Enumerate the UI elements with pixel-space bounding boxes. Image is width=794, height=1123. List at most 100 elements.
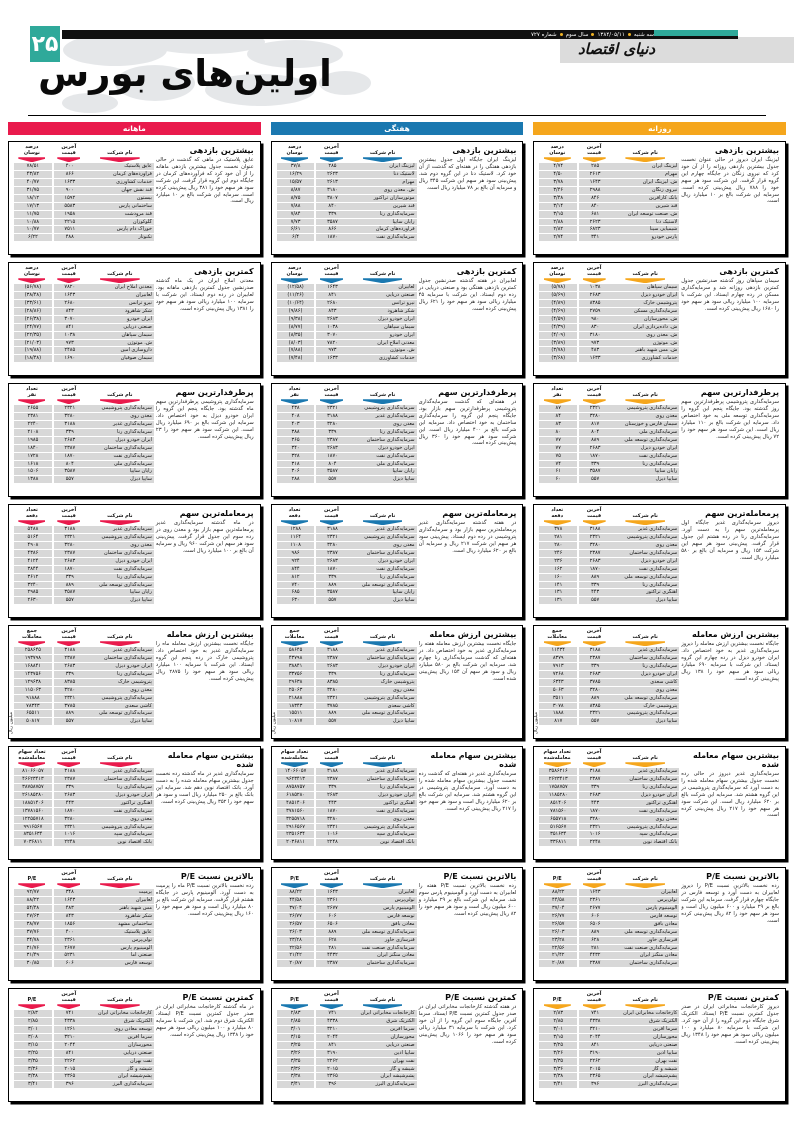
price-cell: ۳۲۸۰ — [51, 815, 86, 824]
company-name-cell: عایق پلاستیک — [85, 163, 154, 172]
company-name-cell: سرمایه‌گذاری البرز — [85, 1081, 154, 1090]
section-paragraph: در هفته‌ای که گذشت سرمایه‌گذاری پتروشیمی… — [418, 399, 517, 447]
company-name-cell: معدنی املاح ایران — [85, 284, 154, 293]
value-cell: ۳/۲۵ — [12, 1049, 52, 1058]
price-cell: ۸۴۳ — [51, 307, 86, 316]
company-name-cell: سایپا دیزل — [348, 718, 417, 727]
table-row: رایان سایپا ۳۵۸۷ ۷/۷۳ — [274, 218, 417, 227]
price-cell: ۸۳۰ — [577, 323, 612, 332]
price-column-header: آخرین قیمت — [52, 870, 86, 889]
section-box: بیشترین سهام معامله شده سرمایه‌گذاری غدیر… — [8, 746, 261, 860]
company-name-cell: پتروشیمی خارک — [611, 300, 680, 308]
down-arrow-icon — [582, 641, 606, 647]
down-arrow-icon — [625, 883, 666, 889]
company-name-cell: سرمایه‌گذاری پتروشیمی — [85, 534, 154, 542]
price-column-header: آخرین قیمت — [314, 144, 348, 163]
price-cell: ۸۰۴ — [314, 460, 349, 469]
value-cell: ۱۱۰۸ — [274, 542, 315, 550]
table-row: پشم‌شیشه ایران ۲۳۶۵ ۳/۳۸ — [12, 1073, 154, 1082]
section-paragraph: سرمایه‌گذاری غدیر دیروز در حالی رده نخست… — [681, 771, 779, 819]
value-cell: (۱۱/۲۶) — [274, 292, 315, 300]
price-cell: ۸۳۸۵ — [577, 300, 612, 308]
price-cell: ۳۱۸۸ — [577, 647, 612, 656]
price-column-header-label: آخرین قیمت — [324, 507, 339, 519]
table-row: معادن منگنز ایران ۴۴۳۲ ۲۱/۴۲ — [274, 952, 417, 961]
table-row: سایپا دیزل ۵۵۷ ۶۳۰ — [274, 597, 417, 606]
table-row: سرمایه‌گذاری رنا ۳۳۹ ۷۹۱۳ — [537, 663, 680, 671]
company-name-cell: سرمایه‌گذاری نفت — [348, 452, 417, 461]
price-cell: ۱۰۳۸ — [51, 331, 86, 340]
table-row: معدن روی ۳۲۸۰ ۲۳۸۱ — [12, 413, 154, 421]
company-name-cell: ایران خودرو — [348, 331, 417, 340]
company-name-cell: سیمان سپاهان — [611, 284, 680, 293]
company-name-cell: عایق پلاستیک — [85, 928, 154, 937]
down-arrow-icon — [362, 1004, 403, 1010]
company-name-cell: سرمایه‌گذاری نفت — [348, 807, 417, 816]
value-cell: ۸۷ — [537, 405, 578, 414]
metric-column-header-label: تعداد دفعه — [288, 507, 301, 519]
value-cell: ۶۸۵ — [274, 589, 315, 598]
table-row: رایان سایپا ۳۵۸۷ ۶۸۵ — [274, 589, 417, 598]
company-column-header-label: نام شرکت — [107, 633, 133, 640]
value-cell: ۳۷/۰۴ — [274, 905, 315, 913]
value-cell: (۳۳/۶۱) — [12, 300, 52, 308]
stocks-table-wrap: نام شرکت آخرین قیمت P/E کارخانجات مخابراتی … — [274, 991, 417, 1098]
price-cell: ۲۳۲۱ — [314, 405, 349, 414]
value-cell: ۲۱۸۸۸ — [274, 694, 315, 703]
table-row: بانک اقتصاد نوین ۲۲۴۸ ۳۳۶۸۱۱ — [537, 839, 680, 848]
company-column-header: نام شرکت — [86, 145, 154, 163]
value-cell: ۱۸۴۰ — [12, 444, 52, 453]
period-header-monthly: ماهانه — [8, 122, 261, 135]
section-text-block: بیشترین بازدهی لیزینگ ایران دیروز در حالی… — [679, 145, 782, 251]
company-name-cell: سرمایه‌گذاری توسعه ملی — [85, 581, 154, 590]
table-row: بانک اقتصاد نوین ۲۲۴۸ ۷۰۳۶۸۱۱ — [12, 839, 154, 848]
company-name-cell: صنعتی دریایی — [85, 323, 154, 332]
down-arrow-icon — [362, 641, 403, 647]
company-name-cell: سرمایه‌گذاری توسعه ملی — [611, 694, 680, 703]
down-arrow-icon — [582, 157, 606, 163]
table-row: نفت بهران ۲۲۶۲ ۳/۳۵ — [537, 1057, 680, 1066]
section-title: بیشترین ارزش معامله — [692, 630, 779, 639]
company-name-cell: تولی‌پرس — [85, 936, 154, 945]
table-row: توسعه فارس ۶۰۶ ۲۶/۷۷ — [537, 912, 680, 921]
company-name-cell: فرآورده‌های کرمان — [348, 226, 417, 235]
price-cell: ۲۳۸۷ — [51, 444, 86, 453]
value-cell: ۱۸۸۵۱۴۰۶ — [12, 799, 52, 808]
company-name-cell: محورسازان — [611, 1033, 680, 1042]
down-arrow-icon — [362, 399, 403, 405]
table-row: سرمایه‌گذاری ساختمان ۲۳۸۷ ۲۰/۸۷ — [537, 960, 680, 969]
company-name-cell: نفت بهران — [85, 1057, 154, 1066]
company-name-cell: سرمایه‌گذاری غدیر — [348, 647, 417, 656]
table-row: ش. مس شهید باهنر ۴۸۳ (۳/۷۸) — [537, 347, 680, 356]
value-cell: ۳/۴۶ — [537, 186, 578, 195]
down-arrow-icon — [18, 278, 46, 284]
section-paragraph: معدنی املاح ایران در یک ماه گذشته صدرنشی… — [155, 278, 254, 312]
price-cell: ۳۱۸۸ — [51, 768, 86, 777]
company-name-cell: رایان سایپا — [348, 218, 417, 227]
company-name-cell: سرمایه‌گذاری توسعه ملی — [611, 928, 680, 937]
metric-column-header: درصد نوسان — [275, 144, 315, 163]
value-cell: ۲۳۸۱ — [12, 413, 52, 421]
table-row: پشم‌شیشه ایران ۲۳۶۵ ۳/۳۸ — [274, 1073, 417, 1082]
section-box: پرطرفدارترین سهم سرمایه‌گذاری پتروشیمی پر… — [533, 383, 786, 497]
value-cell: (۸/۳۵) — [274, 331, 315, 340]
price-column-header: آخرین قیمت — [314, 991, 348, 1010]
table-row: سرمایه‌گذاری پتروشیمی ۲۳۲۱ ۱۱۶۴ — [274, 534, 417, 542]
section-title: پرطرفدارترین سهم — [438, 388, 517, 397]
down-arrow-icon — [280, 1004, 309, 1010]
price-cell: ۳۳۹ — [577, 460, 612, 469]
company-name-cell: رایان سایپا — [85, 589, 154, 598]
value-cell: (۷/۸۸) — [274, 347, 315, 356]
table-row: سایپا آذین ۳۱۹۰ ۳/۲۶ — [274, 1049, 417, 1058]
metric-column-header: جمع معاملات — [537, 628, 577, 647]
section-paragraph: دیروز کارخانجات مخابراتی ایران در صدر جد… — [681, 1004, 779, 1045]
stocks-table: نام شرکت آخرین قیمت جمع معاملات سرمایه‌گذار… — [274, 628, 417, 727]
value-cell: ۴/۵۰ — [537, 171, 578, 179]
value-cell: ۳۲۵۵۷۱۸ — [274, 815, 315, 824]
price-column-header: آخرین قیمت — [577, 386, 611, 405]
metric-column-header: تعداد دفعه — [12, 507, 52, 526]
table-row: شکر شاهرود ۸۴۳ (۲۸/۸۶) — [12, 307, 154, 316]
section-paragraph: سرمایه‌گذاری غدیر در هفته‌ای که گذشت رده… — [418, 771, 517, 812]
section-box: کمترین نسبت P/E در ماه گذشته کارخانجات مخ… — [8, 988, 261, 1102]
section-paragraph: رده نخست بالاترین نسبت P/E ماه را پرمیت … — [155, 883, 254, 917]
